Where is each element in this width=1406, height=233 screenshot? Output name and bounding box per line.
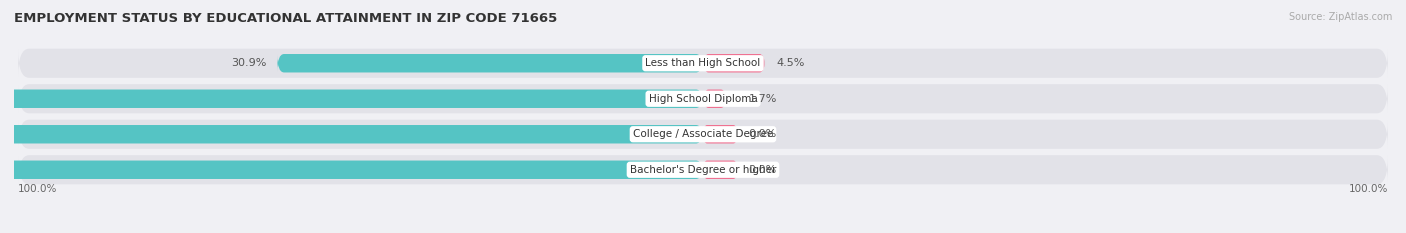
Text: EMPLOYMENT STATUS BY EDUCATIONAL ATTAINMENT IN ZIP CODE 71665: EMPLOYMENT STATUS BY EDUCATIONAL ATTAINM… bbox=[14, 12, 557, 25]
Text: College / Associate Degree: College / Associate Degree bbox=[633, 129, 773, 139]
Text: 100.0%: 100.0% bbox=[18, 184, 58, 194]
FancyBboxPatch shape bbox=[703, 54, 765, 72]
FancyBboxPatch shape bbox=[18, 120, 1388, 149]
Text: 0.0%: 0.0% bbox=[748, 129, 776, 139]
Text: Source: ZipAtlas.com: Source: ZipAtlas.com bbox=[1288, 12, 1392, 22]
FancyBboxPatch shape bbox=[0, 161, 703, 179]
FancyBboxPatch shape bbox=[0, 89, 703, 108]
FancyBboxPatch shape bbox=[277, 54, 703, 72]
FancyBboxPatch shape bbox=[18, 155, 1388, 184]
FancyBboxPatch shape bbox=[18, 49, 1388, 78]
Text: 4.5%: 4.5% bbox=[776, 58, 804, 68]
Text: Less than High School: Less than High School bbox=[645, 58, 761, 68]
Text: High School Diploma: High School Diploma bbox=[648, 94, 758, 104]
Text: 30.9%: 30.9% bbox=[231, 58, 266, 68]
Text: 1.7%: 1.7% bbox=[748, 94, 778, 104]
Text: 0.0%: 0.0% bbox=[748, 165, 776, 175]
FancyBboxPatch shape bbox=[703, 125, 738, 144]
FancyBboxPatch shape bbox=[703, 161, 738, 179]
FancyBboxPatch shape bbox=[703, 89, 727, 108]
Text: 100.0%: 100.0% bbox=[1348, 184, 1388, 194]
Text: Bachelor's Degree or higher: Bachelor's Degree or higher bbox=[630, 165, 776, 175]
FancyBboxPatch shape bbox=[0, 125, 703, 144]
FancyBboxPatch shape bbox=[18, 84, 1388, 113]
